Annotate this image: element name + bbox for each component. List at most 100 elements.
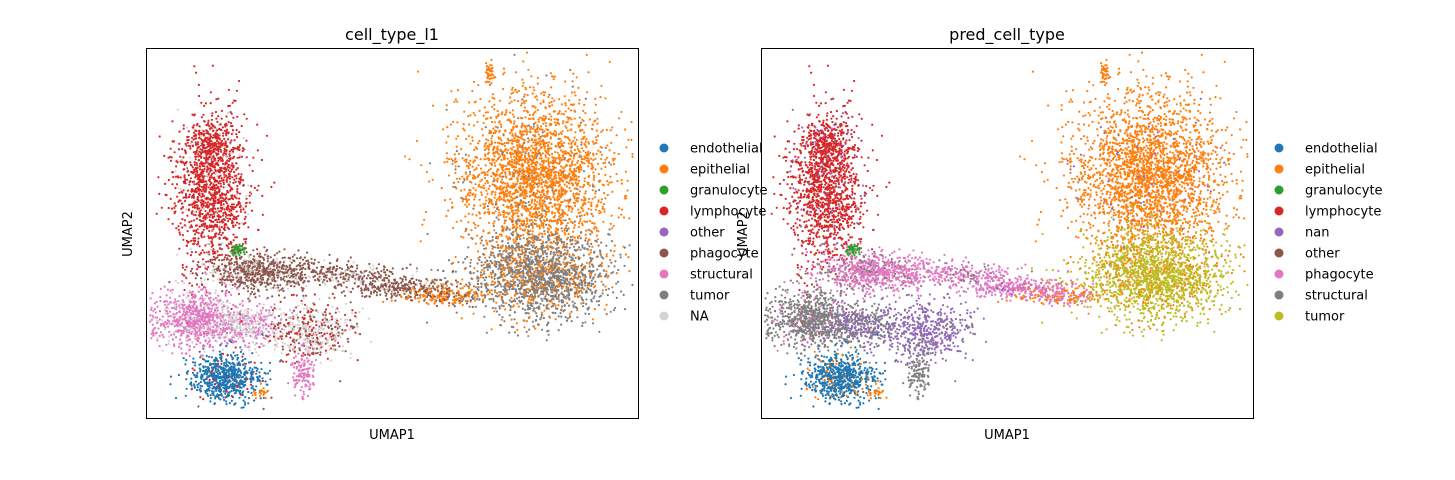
- scatter-point: [509, 111, 512, 114]
- scatter-point: [506, 273, 509, 276]
- scatter-point: [580, 141, 583, 144]
- scatter-point: [495, 129, 498, 133]
- scatter-point: [581, 263, 584, 266]
- scatter-point: [576, 182, 579, 185]
- scatter-point: [537, 126, 540, 129]
- scatter-point: [474, 189, 477, 192]
- scatter-point: [467, 135, 471, 138]
- scatter-point: [514, 134, 517, 137]
- scatter-point: [578, 234, 581, 238]
- scatter-point: [495, 179, 499, 182]
- scatter-point: [526, 148, 529, 151]
- scatter-point: [565, 287, 569, 290]
- scatter-point: [584, 192, 587, 195]
- scatter-point: [481, 128, 484, 131]
- scatter-point: [544, 135, 547, 138]
- scatter-point: [527, 312, 530, 315]
- scatter-point: [192, 219, 196, 222]
- scatter-point: [579, 164, 582, 167]
- scatter-point: [523, 129, 526, 133]
- scatter-point: [522, 319, 525, 322]
- scatter-point: [221, 197, 225, 200]
- scatter-point: [501, 186, 504, 189]
- scatter-point: [505, 289, 508, 292]
- scatter-point: [539, 102, 542, 105]
- scatter-point: [534, 96, 537, 99]
- scatter-point: [557, 180, 560, 184]
- scatter-point: [563, 169, 566, 172]
- scatter-point: [545, 190, 549, 193]
- scatter-point: [228, 150, 231, 153]
- scatter-point: [511, 288, 514, 291]
- scatter-point: [578, 294, 582, 297]
- scatter-point: [520, 164, 523, 167]
- scatter-point: [556, 235, 559, 238]
- scatter-point: [605, 313, 608, 316]
- scatter-point: [493, 289, 496, 292]
- scatter-point: [538, 211, 541, 214]
- scatter-point: [506, 152, 509, 155]
- scatter-point: [563, 150, 566, 153]
- scatter-point: [481, 268, 484, 271]
- scatter-point: [515, 169, 518, 172]
- scatter-point: [524, 308, 527, 311]
- scatter-point: [606, 193, 609, 196]
- scatter-point: [591, 221, 594, 225]
- scatter-point: [603, 161, 607, 164]
- scatter-point: [550, 286, 554, 289]
- scatter-point: [508, 259, 511, 262]
- scatter-point: [485, 157, 488, 160]
- scatter-point: [238, 226, 241, 229]
- scatter-point: [502, 73, 505, 76]
- scatter-point: [505, 215, 508, 219]
- scatter-point: [551, 189, 554, 192]
- scatter-point: [539, 293, 542, 296]
- scatter-point: [529, 185, 532, 188]
- scatter-point: [558, 300, 561, 303]
- scatter-point: [522, 190, 525, 193]
- scatter-point: [536, 82, 539, 85]
- scatter-point: [505, 194, 508, 197]
- scatter-point: [491, 105, 494, 108]
- scatter-point: [588, 174, 591, 177]
- scatter-point: [595, 152, 598, 155]
- scatter-point: [545, 255, 549, 258]
- scatter-point: [578, 179, 581, 182]
- scatter-point: [486, 180, 489, 183]
- scatter-point: [517, 117, 520, 120]
- scatter-point: [585, 138, 588, 141]
- scatter-point: [524, 181, 527, 185]
- scatter-point: [530, 201, 534, 204]
- scatter-point: [568, 206, 571, 209]
- scatter-point: [452, 181, 455, 184]
- scatter-point: [530, 215, 533, 218]
- scatter-point: [491, 239, 494, 242]
- scatter-point: [557, 295, 560, 298]
- scatter-point: [470, 258, 473, 262]
- scatter-point: [252, 156, 255, 159]
- scatter-point: [182, 238, 185, 241]
- scatter-point: [465, 158, 468, 161]
- scatter-point: [446, 160, 449, 163]
- scatter-point: [590, 208, 593, 211]
- scatter-point: [479, 276, 482, 279]
- scatter-point: [527, 254, 530, 258]
- scatter-point: [506, 266, 509, 270]
- scatter-point: [526, 94, 529, 97]
- scatter-point: [521, 293, 524, 296]
- scatter-point: [505, 302, 508, 305]
- scatter-point: [532, 165, 536, 168]
- scatter-point: [513, 331, 517, 334]
- scatter-point: [514, 269, 517, 272]
- scatter-point: [520, 104, 523, 107]
- scatter-point: [521, 130, 524, 133]
- scatter-point: [491, 93, 495, 96]
- scatter-point: [505, 205, 509, 208]
- scatter-point: [204, 244, 207, 247]
- scatter-point: [588, 197, 591, 200]
- scatter-point: [520, 145, 524, 148]
- scatter-point: [567, 116, 571, 119]
- scatter-point: [576, 159, 580, 162]
- scatter-point: [563, 289, 566, 293]
- scatter-point: [590, 212, 593, 215]
